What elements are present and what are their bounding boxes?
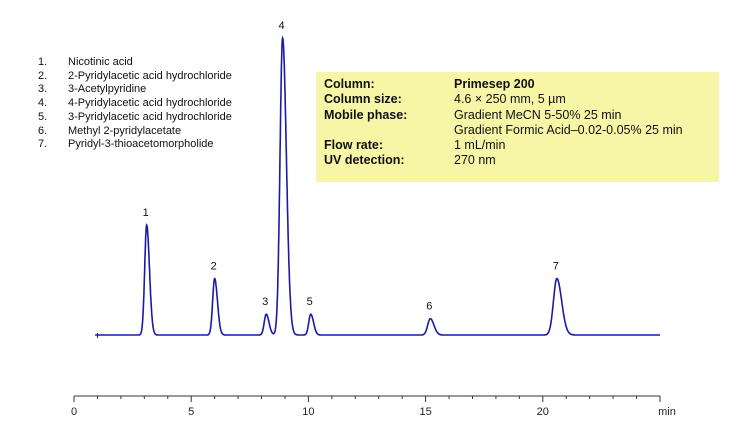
mobile-phase-label: Mobile phase: [324, 107, 408, 122]
legend-item: 6. Methyl 2-pyridylacetate [38, 125, 232, 139]
legend-item: 5. 3-Pyridylacetic acid hydrochloride [38, 111, 232, 125]
mobile-phase-spacer [324, 123, 454, 138]
legend-item: 7. Pyridyl-3-thioacetomorpholide [38, 138, 232, 152]
legend-item-name: 2-Pyridylacetic acid hydrochloride [68, 69, 232, 82]
peak-label: 7 [553, 261, 559, 273]
legend-item: 4. 4-Pyridylacetic acid hydrochloride [38, 97, 232, 111]
flow-rate-label: Flow rate: [324, 138, 384, 153]
uv-detection-label: UV detection: [324, 153, 405, 168]
legend-item: 3. 3-Acetylpyridine [38, 83, 232, 97]
peak-label: 5 [307, 296, 313, 308]
x-tick-label: 20 [537, 406, 549, 418]
legend-item: 2. 2-Pyridylacetic acid hydrochloride [38, 70, 232, 84]
uv-detection-value: 270 nm [454, 153, 496, 168]
uv-detection-row: UV detection: 270 nm [324, 153, 719, 168]
x-axis-label: min [658, 406, 676, 418]
conditions-box: Column: Primesep 200 Column size: 4.6 × … [316, 72, 719, 182]
chromatogram-trace [95, 35, 660, 336]
mobile-phase-row: Mobile phase: Gradient MeCN 5-50% 25 min [324, 108, 719, 123]
flow-rate-row: Flow rate: 1 mL/min [324, 138, 719, 153]
legend-item-number: 3. [38, 83, 48, 96]
legend-item-name: Pyridyl-3-thioacetomorpholide [68, 138, 214, 151]
peak-label: 1 [143, 207, 149, 219]
x-tick-label: 0 [71, 406, 77, 418]
mobile-phase-value-2: Gradient Formic Acid–0.02-0.05% 25 min [454, 122, 683, 137]
legend-item-number: 5. [38, 110, 48, 123]
legend-item-name: 3-Pyridylacetic acid hydrochloride [68, 110, 232, 123]
peak-label: 3 [262, 296, 268, 308]
legend-item-number: 6. [38, 124, 48, 137]
compound-legend: 1. Nicotinic acid 2. 2-Pyridylacetic acid h… [38, 56, 232, 152]
peak-label: 4 [279, 20, 285, 32]
peak-label: 6 [426, 301, 432, 313]
legend-item-name: Methyl 2-pyridylacetate [68, 124, 182, 137]
legend-item-name: Nicotinic acid [68, 56, 133, 68]
x-tick-label: 10 [302, 406, 314, 418]
legend-item-number: 4. [38, 97, 48, 110]
legend-item-number: 1. [38, 56, 48, 68]
column-size-label: Column size: [324, 92, 402, 107]
legend-item-name: 3-Acetylpyridine [68, 83, 147, 96]
peak-label: 2 [211, 261, 217, 273]
legend-item: 1. Nicotinic acid [38, 56, 232, 70]
x-tick-label: 5 [188, 406, 194, 418]
legend-item-name: 4-Pyridylacetic acid hydrochloride [68, 97, 232, 110]
flow-rate-value: 1 mL/min [454, 138, 506, 153]
column-size-value: 4.6 × 250 mm, 5 µm [454, 92, 566, 107]
x-tick-label: 15 [419, 406, 431, 418]
column-size-row: Column size: 4.6 × 250 mm, 5 µm [324, 92, 719, 107]
mobile-phase-row-2: Gradient Formic Acid–0.02-0.05% 25 min [324, 123, 719, 138]
mobile-phase-value-1: Gradient MeCN 5-50% 25 min [454, 107, 622, 122]
column-value: Primesep 200 [454, 77, 535, 91]
column-row: Column: Primesep 200 [324, 77, 719, 92]
legend-item-number: 2. [38, 69, 48, 82]
column-label: Column: [324, 77, 375, 91]
legend-item-number: 7. [38, 138, 48, 151]
